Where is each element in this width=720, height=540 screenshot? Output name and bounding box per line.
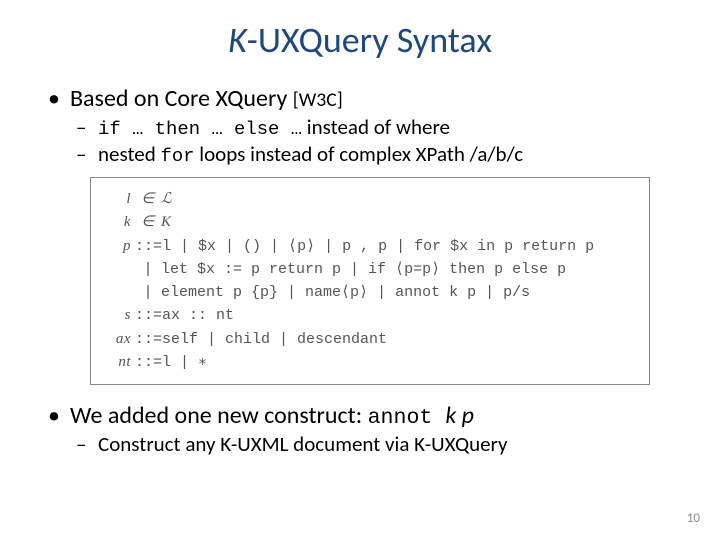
- citation-ref: [W3C]: [293, 88, 343, 112]
- title-prefix-italic: K: [228, 18, 247, 62]
- grammar-row: ax ::= self | child | descendant: [105, 328, 635, 351]
- grammar-op: ::=: [135, 304, 162, 327]
- grammar-rhs: let $x := p return p | if ⟨p=p⟩ then p e…: [161, 258, 635, 281]
- grammar-row: nt ::= l | ∗: [105, 351, 635, 374]
- bullet-nested-for: nested for loops instead of complex XPat…: [76, 141, 684, 167]
- slide: K-UXQuery Syntax Based on Core XQuery [W…: [0, 0, 720, 540]
- bullet-annot: We added one new construct: annot k p: [48, 401, 684, 430]
- bullet-text: Based on Core XQuery: [70, 84, 293, 113]
- grammar-op: |: [135, 281, 161, 304]
- grammar-lhs: ax: [105, 328, 135, 351]
- grammar-rhs: self | child | descendant: [162, 328, 635, 351]
- grammar-rhs: ℒ: [161, 188, 635, 211]
- content-list: Based on Core XQuery [W3C] if … then … e…: [36, 84, 684, 167]
- grammar-box: l ∈ ℒ k ∈ K p ::= l | $x | () | ⟨p⟩ | p …: [90, 177, 650, 385]
- bullet-text: instead of where: [302, 114, 450, 140]
- grammar-op: |: [135, 258, 161, 281]
- grammar-lhs: s: [105, 304, 135, 327]
- bullet-mono: if … then … else …: [98, 118, 302, 140]
- grammar-lhs: nt: [105, 351, 135, 374]
- grammar-lhs: l: [105, 188, 135, 211]
- bullet-text: We added one new construct:: [70, 401, 368, 430]
- bullet-mono: for: [161, 145, 195, 167]
- grammar-lhs: k: [105, 211, 135, 234]
- grammar-rhs: l | ∗: [162, 351, 635, 374]
- title-rest: -UXQuery Syntax: [247, 18, 492, 62]
- grammar-rhs: element p {p} | name⟨p⟩ | annot k p | p/…: [161, 281, 635, 304]
- grammar-rhs: l | $x | () | ⟨p⟩ | p , p | for $x in p …: [162, 235, 635, 258]
- grammar-row: | let $x := p return p | if ⟨p=p⟩ then p…: [105, 258, 635, 281]
- bullet-text-post: loops instead of complex XPath /a/b/c: [195, 141, 524, 167]
- content-list-2: We added one new construct: annot k p Co…: [36, 401, 684, 457]
- grammar-row: | element p {p} | name⟨p⟩ | annot k p | …: [105, 281, 635, 304]
- bullet-ital: k p: [445, 401, 474, 430]
- grammar-row: s ::= ax :: nt: [105, 304, 635, 327]
- grammar-op: ::=: [135, 351, 162, 374]
- bullet-text-pre: nested: [98, 141, 161, 167]
- grammar-rhs: ax :: nt: [162, 304, 635, 327]
- bullet-if-then-else: if … then … else … instead of where: [76, 114, 684, 140]
- slide-title: K-UXQuery Syntax: [36, 18, 684, 62]
- grammar-row: p ::= l | $x | () | ⟨p⟩ | p , p | for $x…: [105, 235, 635, 258]
- page-number: 10: [687, 511, 700, 526]
- bullet-text: Construct any K-UXML document via K-UXQu…: [98, 431, 507, 457]
- bullet-construct: Construct any K-UXML document via K-UXQu…: [76, 431, 684, 457]
- grammar-op: ::=: [135, 235, 162, 258]
- grammar-lhs: p: [105, 235, 135, 258]
- grammar-row: k ∈ K: [105, 211, 635, 234]
- bullet-core-xquery: Based on Core XQuery [W3C]: [48, 84, 684, 113]
- grammar-op: ∈: [135, 188, 161, 211]
- grammar-op: ∈: [135, 211, 161, 234]
- grammar-rhs: K: [161, 211, 635, 234]
- grammar-op: ::=: [135, 328, 162, 351]
- bullet-mono: annot: [368, 406, 446, 430]
- grammar-row: l ∈ ℒ: [105, 188, 635, 211]
